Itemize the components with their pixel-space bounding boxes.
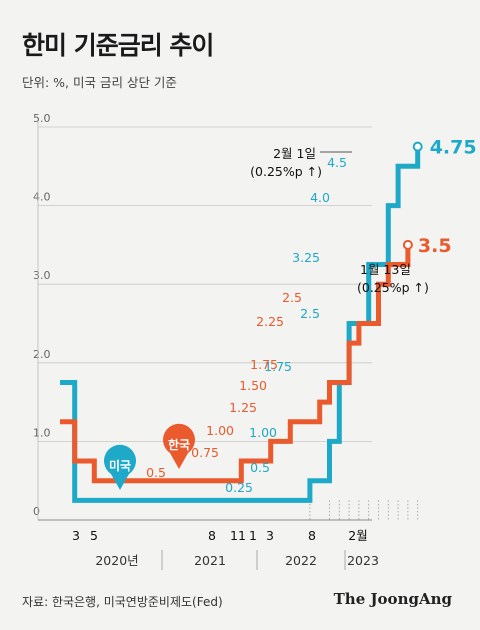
kr-step-label: 0.75 — [191, 445, 219, 460]
y-tick-label: 0 — [33, 505, 40, 518]
kr-legend-pin — [162, 423, 195, 469]
us-step-label: 1.75 — [264, 359, 292, 374]
us-annotation-change: (0.25%p ↑) — [250, 164, 322, 179]
x-month-label: 8 — [208, 528, 216, 543]
kr-step-label: 1.50 — [239, 378, 267, 393]
kr-legend-label: 한국 — [168, 437, 190, 452]
x-month-label: 1 — [249, 528, 257, 543]
us-step-label: 0.25 — [225, 480, 253, 495]
kr-step-label: 1.00 — [206, 423, 234, 438]
x-year-label: 2022 — [285, 553, 317, 568]
us-end-value: 4.75 — [430, 137, 477, 159]
x-month-label: 3 — [266, 528, 274, 543]
us-step-label: 2.5 — [300, 306, 320, 321]
x-year-label: 2020년 — [95, 553, 138, 568]
source-note: 자료: 한국은행, 미국연방준비제도(Fed) — [22, 595, 223, 609]
us-step-label: 0.5 — [250, 460, 270, 475]
kr-end-marker — [402, 239, 413, 250]
y-tick-label: 4.0 — [33, 191, 51, 204]
kr-annotation-date: 1월 13일 — [360, 262, 411, 277]
x-month-label: 11 — [230, 528, 246, 543]
y-tick-label: 5.0 — [33, 112, 51, 125]
y-tick-label: 3.0 — [33, 269, 51, 282]
kr-step-label: 1.75 — [250, 357, 278, 372]
us-end-marker — [412, 141, 423, 152]
x-year-label: 2021 — [194, 553, 226, 568]
kr-step-label: 2.5 — [282, 290, 302, 305]
kr-step-label: 0.5 — [146, 465, 166, 480]
us-step-label: 1.00 — [249, 425, 277, 440]
x-month-label: 5 — [90, 528, 98, 543]
x-month-label: 8 — [308, 528, 316, 543]
y-tick-label: 2.0 — [33, 348, 51, 361]
x-month-label: 2월 — [348, 528, 367, 543]
us-step-label: 4.5 — [327, 155, 347, 170]
us-step-label: 4.0 — [310, 190, 330, 205]
x-year-label: 2023 — [347, 553, 379, 568]
kr-step-label: 1.25 — [229, 400, 257, 415]
us-legend-pin — [103, 444, 136, 490]
chart-title: 한미 기준금리 추이 — [22, 31, 214, 60]
x-month-label: 3 — [72, 528, 80, 543]
chart-unit-note: 단위: %, 미국 금리 상단 기준 — [22, 75, 177, 90]
us-legend-label: 미국 — [109, 458, 131, 473]
kr-end-value: 3.5 — [418, 235, 452, 257]
us-annotation-date: 2월 1일 — [273, 146, 316, 161]
brand-logo: The JoongAng — [333, 590, 452, 608]
kr-step-label: 2.25 — [256, 314, 284, 329]
us-step-label: 3.25 — [292, 250, 320, 265]
kr-rate-line — [60, 244, 411, 484]
kr-annotation-change: (0.25%p ↑) — [357, 280, 429, 295]
y-tick-label: 1.0 — [33, 426, 51, 439]
